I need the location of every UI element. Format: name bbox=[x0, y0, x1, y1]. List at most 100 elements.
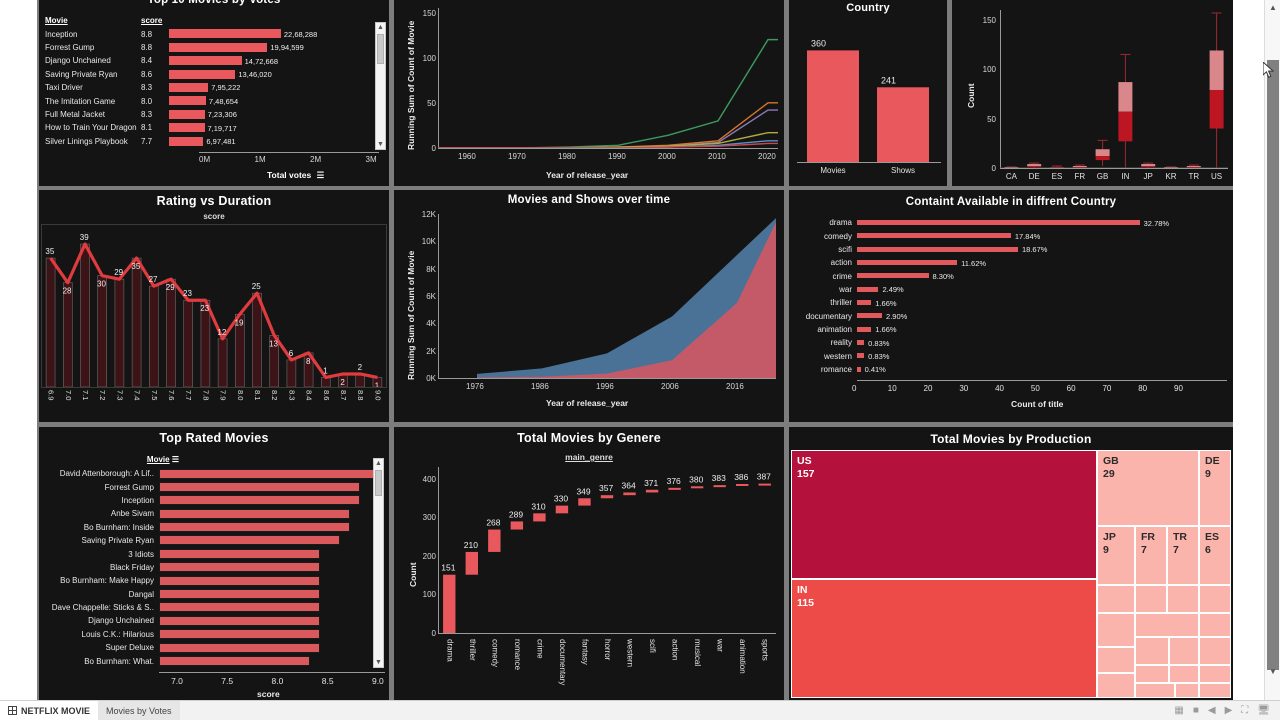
list-item[interactable]: Full Metal Jacket 8.3 7,23,306 bbox=[45, 108, 383, 121]
waterfall-bar[interactable] bbox=[736, 483, 749, 486]
treemap-tile-small[interactable] bbox=[1135, 665, 1169, 683]
bar[interactable] bbox=[97, 275, 107, 387]
box-upper[interactable] bbox=[1209, 50, 1224, 90]
waterfall-bar[interactable] bbox=[645, 489, 659, 493]
list-item[interactable]: Django Unchained bbox=[41, 614, 385, 627]
waterfall-bar[interactable] bbox=[578, 498, 591, 506]
sheet-tab-movies-by-votes[interactable]: Movies by Votes bbox=[98, 700, 180, 720]
fit-icon[interactable]: ⛶ bbox=[1241, 705, 1249, 716]
list-item[interactable]: Louis C.K.: Hilarious bbox=[41, 628, 385, 641]
list-item[interactable]: Forrest Gump bbox=[41, 480, 385, 493]
scroll-thumb-main[interactable] bbox=[1267, 60, 1279, 670]
treemap-tile-small[interactable] bbox=[1135, 683, 1175, 698]
bar[interactable] bbox=[183, 299, 193, 387]
area-show[interactable] bbox=[477, 222, 776, 378]
top-movies-scrollbar[interactable]: ▲ ▼ bbox=[375, 22, 386, 150]
scroll-up-arrow[interactable]: ▲ bbox=[377, 24, 384, 31]
list-item[interactable]: Bo Burnham: Inside bbox=[41, 521, 385, 534]
treemap-tile-small[interactable] bbox=[1199, 613, 1231, 637]
bar[interactable] bbox=[149, 285, 159, 387]
box-upper[interactable] bbox=[1027, 164, 1042, 167]
bar[interactable] bbox=[114, 278, 125, 387]
treemap-tile-small[interactable] bbox=[1199, 683, 1231, 698]
list-item[interactable]: war 2.49% bbox=[797, 283, 1225, 296]
box-lower[interactable] bbox=[1095, 156, 1110, 161]
list-item[interactable]: Saving Private Ryan bbox=[41, 534, 385, 547]
treemap-tile-small[interactable] bbox=[1199, 665, 1231, 683]
list-item[interactable]: documentary 2.90% bbox=[797, 309, 1225, 322]
top-rated-column-header[interactable]: Movie ☰ bbox=[39, 455, 179, 464]
list-item[interactable]: The Imitation Game 8.0 7,48,654 bbox=[45, 94, 383, 107]
list-item[interactable]: Forrest Gump 8.8 19,94,599 bbox=[45, 41, 383, 54]
treemap-tile-small[interactable] bbox=[1169, 637, 1199, 665]
bar[interactable] bbox=[45, 257, 56, 387]
treemap-tile[interactable]: GB 29 bbox=[1097, 450, 1199, 526]
scroll-thumb[interactable] bbox=[375, 470, 382, 496]
treemap-tile-small[interactable] bbox=[1135, 613, 1199, 637]
waterfall-bar[interactable] bbox=[713, 485, 726, 488]
treemap-tile[interactable]: DE 9 bbox=[1199, 450, 1231, 526]
list-item[interactable]: How to Train Your Dragon 8.1 7,19,717 bbox=[45, 121, 383, 134]
waterfall-bar[interactable] bbox=[488, 529, 501, 552]
list-item[interactable]: Bo Burnham: What. bbox=[41, 654, 385, 667]
bar[interactable] bbox=[372, 377, 383, 387]
box-upper[interactable] bbox=[1186, 166, 1201, 168]
treemap-tile-small[interactable] bbox=[1167, 585, 1199, 613]
scroll-up-arrow-main[interactable]: ▲ bbox=[1269, 3, 1277, 12]
box-lower[interactable] bbox=[1027, 166, 1042, 168]
bar[interactable] bbox=[252, 292, 262, 387]
list-item[interactable]: thriller 1.66% bbox=[797, 296, 1225, 309]
scroll-thumb[interactable] bbox=[377, 34, 384, 64]
waterfall-bar[interactable] bbox=[690, 486, 704, 489]
treemap-tile-small[interactable] bbox=[1175, 683, 1199, 698]
presentation-icon[interactable]: 🖥 bbox=[1257, 705, 1270, 716]
box-lower[interactable] bbox=[1209, 89, 1224, 129]
list-item[interactable]: crime 8.30% bbox=[797, 269, 1225, 282]
list-item[interactable]: Super Deluxe bbox=[41, 641, 385, 654]
bar[interactable] bbox=[80, 243, 90, 387]
treemap-tile[interactable]: FR 7 bbox=[1135, 526, 1167, 585]
list-item[interactable]: romance 0.41% bbox=[797, 363, 1225, 376]
bar[interactable] bbox=[200, 299, 211, 387]
waterfall-bar[interactable] bbox=[600, 495, 614, 499]
scroll-down-arrow[interactable]: ▼ bbox=[375, 659, 382, 666]
list-item[interactable]: Inception bbox=[41, 494, 385, 507]
column-header-score[interactable]: score bbox=[141, 16, 163, 26]
waterfall-bar[interactable] bbox=[758, 483, 771, 486]
list-item[interactable]: Django Unchained 8.4 14,72,668 bbox=[45, 54, 383, 67]
prev-icon[interactable]: ◀ bbox=[1207, 705, 1216, 716]
bar[interactable] bbox=[877, 87, 929, 162]
list-item[interactable]: scifi 18.67% bbox=[797, 243, 1225, 256]
list-item[interactable]: animation 1.66% bbox=[797, 323, 1225, 336]
waterfall-bar[interactable] bbox=[465, 551, 478, 575]
treemap-tile-small[interactable] bbox=[1135, 585, 1167, 613]
list-item[interactable]: Taxi Driver 8.3 7,95,222 bbox=[45, 81, 383, 94]
sort-icon[interactable]: ☰ bbox=[171, 455, 179, 464]
scroll-down-arrow-main[interactable]: ▼ bbox=[1269, 667, 1277, 676]
treemap-tile-small[interactable] bbox=[1097, 647, 1135, 673]
list-item[interactable]: western 0.83% bbox=[797, 349, 1225, 362]
treemap-tile[interactable]: IN 115 bbox=[791, 579, 1097, 698]
box-upper[interactable] bbox=[1095, 149, 1110, 157]
bar[interactable] bbox=[807, 50, 859, 162]
list-item[interactable]: Silver Linings Playbook 7.7 6,97,481 bbox=[45, 135, 383, 148]
treemap-tile-small[interactable] bbox=[1135, 637, 1169, 665]
treemap-tile[interactable]: JP 9 bbox=[1097, 526, 1135, 585]
box-lower[interactable] bbox=[1118, 111, 1133, 142]
treemap-tile-small[interactable] bbox=[1097, 613, 1135, 647]
waterfall-bar[interactable] bbox=[555, 505, 569, 514]
treemap-tile-small[interactable] bbox=[1097, 673, 1135, 698]
list-item[interactable]: reality 0.83% bbox=[797, 336, 1225, 349]
treemap-tile[interactable]: US 157 bbox=[791, 450, 1097, 579]
treemap-tile[interactable]: ES 6 bbox=[1199, 526, 1231, 585]
waterfall-bar[interactable] bbox=[510, 521, 524, 530]
list-item[interactable]: drama 32.78% bbox=[797, 216, 1225, 229]
bar[interactable] bbox=[131, 257, 142, 387]
column-header-movie[interactable]: Movie bbox=[45, 16, 68, 26]
list-item[interactable]: Saving Private Ryan 8.6 13,46,020 bbox=[45, 68, 383, 81]
next-icon[interactable]: ▶ bbox=[1224, 705, 1233, 716]
treemap-tile-small[interactable] bbox=[1169, 665, 1199, 683]
top-rated-scrollbar[interactable]: ▲ ▼ bbox=[373, 458, 384, 668]
workbook-tab[interactable]: NETFLIX MOVIE bbox=[0, 700, 99, 720]
waterfall-bar[interactable] bbox=[623, 492, 636, 496]
